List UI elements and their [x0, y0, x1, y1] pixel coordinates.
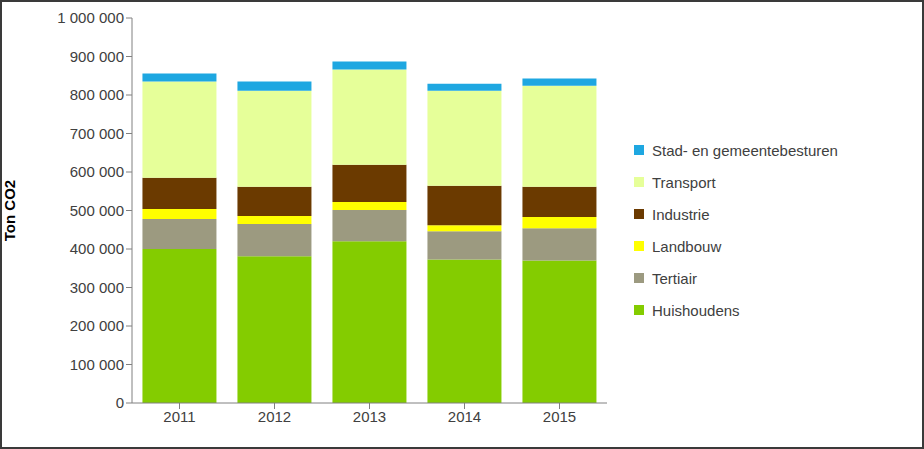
svg-text:2012: 2012 [258, 408, 291, 425]
svg-text:400 000: 400 000 [70, 240, 124, 257]
svg-text:300 000: 300 000 [70, 279, 124, 296]
html-text:Stad- en gemeentebesturen: Stad- en gemeentebesturen [652, 141, 838, 159]
svg-text:1 000 000: 1 000 000 [57, 9, 124, 26]
svg-text:2014: 2014 [448, 408, 481, 425]
svg-text:0: 0 [116, 394, 124, 411]
svg-text:2013: 2013 [353, 408, 386, 425]
svg-text:900 000: 900 000 [70, 48, 124, 65]
svg-text:700 000: 700 000 [70, 125, 124, 142]
svg-text:Ton CO2: Ton CO2 [8, 180, 18, 241]
svg-text:600 000: 600 000 [70, 163, 124, 180]
html-text:Transport: Transport [652, 173, 716, 191]
svg-text:800 000: 800 000 [70, 86, 124, 103]
svg-text:100 000: 100 000 [70, 356, 124, 373]
html-text:Industrie: Industrie [652, 205, 710, 223]
svg-text:2015: 2015 [543, 408, 576, 425]
svg-text:200 000: 200 000 [70, 317, 124, 334]
html-text:Landbouw: Landbouw [652, 237, 722, 255]
html-text:Huishoudens: Huishoudens [652, 301, 740, 319]
svg-text:2011: 2011 [163, 408, 195, 425]
html-text:Tertiair: Tertiair [652, 269, 697, 287]
svg-text:500 000: 500 000 [70, 202, 124, 219]
